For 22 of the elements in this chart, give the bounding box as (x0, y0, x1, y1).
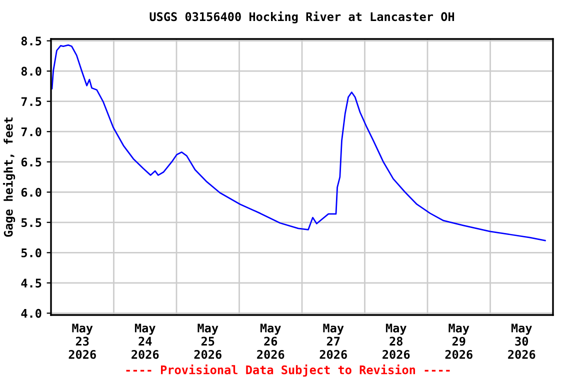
x-tick-label: May 29 2026 (445, 324, 472, 359)
line-series (51, 44, 546, 242)
y-tick-label: 8.5 (21, 36, 42, 46)
y-tick-label: 6.0 (21, 188, 42, 197)
y-tick-label: 6.5 (21, 158, 42, 167)
y-axis-title: Gage height, feet (3, 118, 16, 237)
y-tick-label: 5.5 (21, 218, 42, 228)
x-tick-label: May 24 2026 (132, 324, 159, 359)
y-tick-label: 7.5 (21, 97, 42, 106)
chart-title: USGS 03156400 Hocking River at Lancaster OH (150, 11, 454, 24)
x-tick-label: May 30 2026 (508, 324, 536, 359)
y-tick-label: 5.0 (21, 248, 42, 258)
x-tick-label: May 26 2026 (257, 324, 284, 359)
x-tick-label: May 23 2026 (68, 324, 96, 359)
text: ---- Provisional Data Subject to Revision ---- (126, 364, 450, 377)
x-tick-label: May 27 2026 (320, 324, 347, 359)
x-tick-label: May 25 2026 (194, 324, 222, 359)
y-tick-label: 7.0 (21, 127, 42, 136)
x-tick-label: May 28 2026 (382, 324, 410, 359)
y-tick-label: 4.5 (21, 278, 42, 288)
y-tick-label: 4.0 (21, 308, 42, 318)
y-tick-label: 8.0 (21, 66, 42, 76)
